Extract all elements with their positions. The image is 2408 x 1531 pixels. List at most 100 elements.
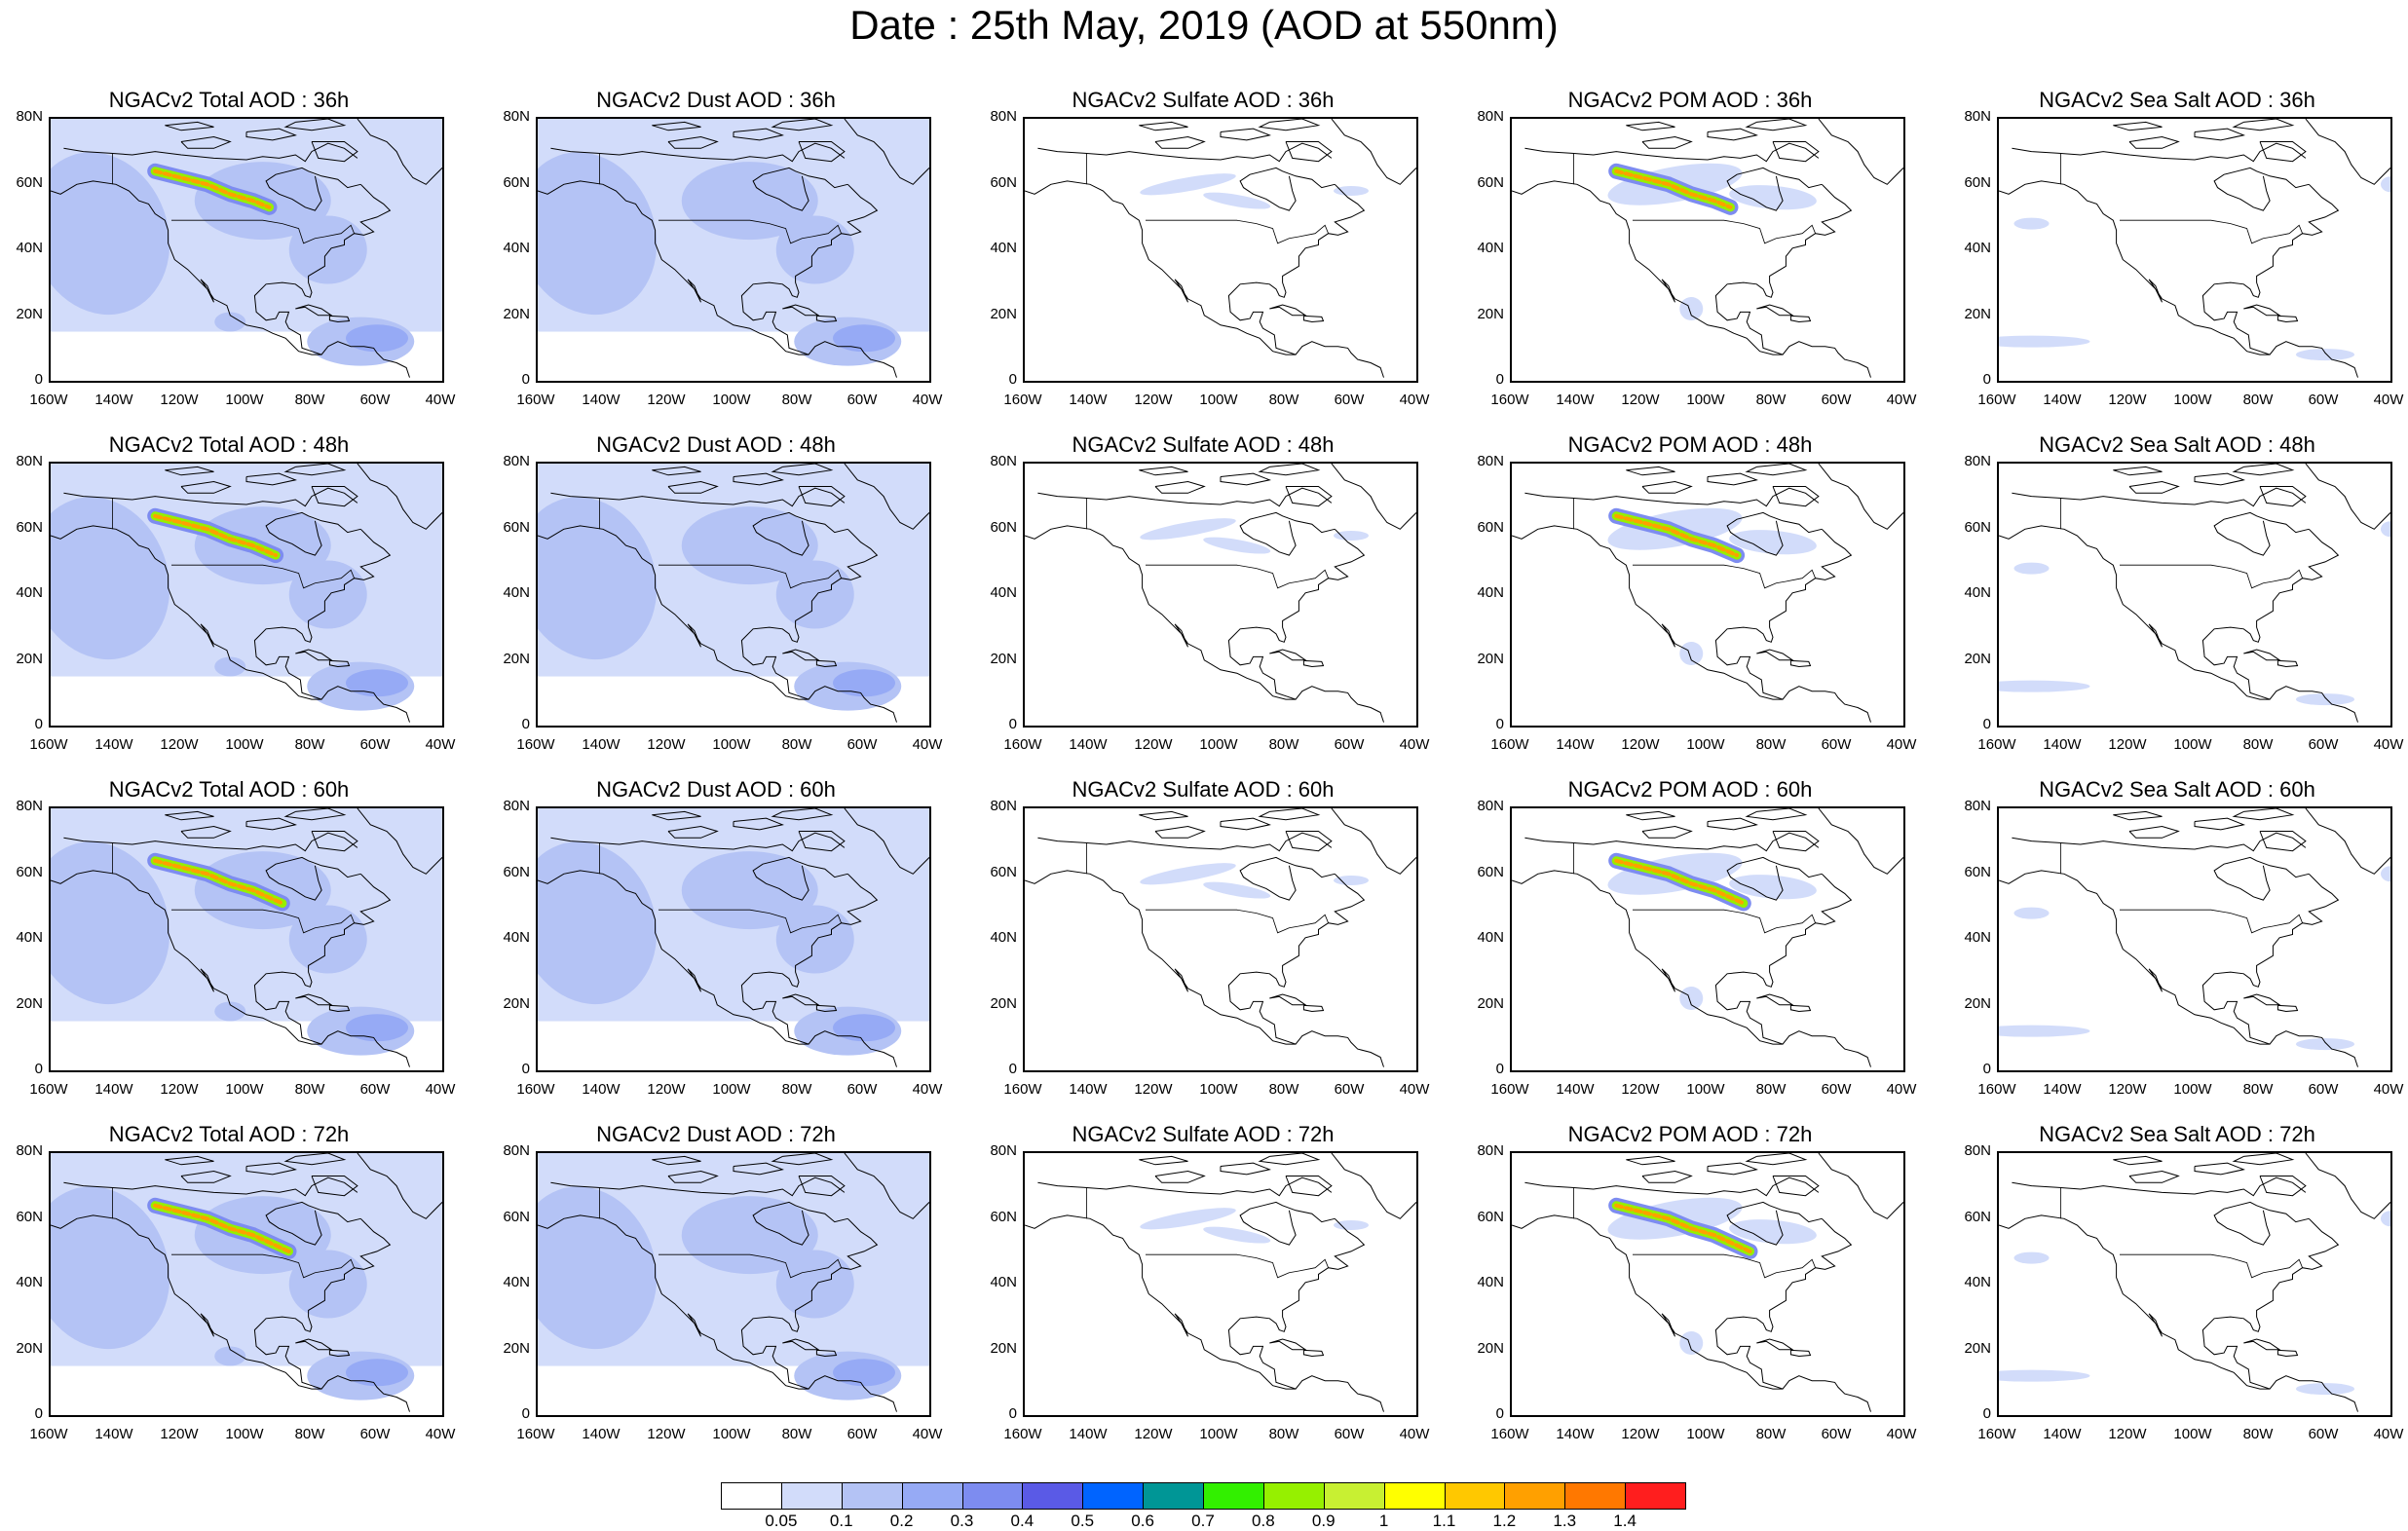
aod-blob xyxy=(346,669,408,697)
lon-tick-label: 120W xyxy=(2108,736,2147,753)
arctic-island xyxy=(1285,486,1333,507)
coastline xyxy=(51,525,410,723)
lon-tick-label: 160W xyxy=(1977,392,2016,408)
aod-blob xyxy=(538,1186,658,1350)
aod-clear-band xyxy=(51,695,286,726)
arctic-island xyxy=(1220,1162,1272,1176)
lat-tick-label: 60N xyxy=(990,518,1017,536)
coastline xyxy=(1037,142,1333,163)
arctic-island xyxy=(165,810,214,821)
lon-tick-label: 100W xyxy=(1686,1081,1725,1098)
us-canada-border xyxy=(1633,1253,1816,1279)
coastline xyxy=(253,1217,392,1390)
coastline xyxy=(253,528,392,700)
aod-blob xyxy=(1203,537,1271,554)
lat-tick-label: 20N xyxy=(1477,1339,1504,1357)
coastline xyxy=(1239,167,1336,211)
coastline xyxy=(2213,1201,2310,1246)
aod-blob xyxy=(214,1346,246,1366)
lon-tick-label: 140W xyxy=(2043,1081,2082,1098)
lat-tick-label: 20N xyxy=(1964,994,1991,1012)
coastlines xyxy=(538,1153,929,1412)
map-panel: NGACv2 Total AOD : 48h 80N 60N 40N 20N 0 160W 1… xyxy=(0,432,455,759)
lat-tick-label: 0 xyxy=(1982,1405,1991,1422)
lon-tick-label: 60W xyxy=(847,1426,878,1442)
coastline xyxy=(1524,1176,1820,1197)
lat-tick-label: 20N xyxy=(16,994,43,1012)
map-panel: NGACv2 Sulfate AOD : 36h 80N 60N 40N 20N 0 160… xyxy=(974,88,1429,414)
arctic-island xyxy=(2232,808,2295,821)
lon-tick-label: 120W xyxy=(160,1426,199,1442)
coastline xyxy=(2012,487,2307,507)
lon-tick-label: 120W xyxy=(2108,1081,2147,1098)
lat-tick-label: 40N xyxy=(16,240,43,256)
coastlines xyxy=(1512,464,1903,723)
arctic-island xyxy=(652,810,701,821)
coastline xyxy=(1331,119,1416,185)
us-canada-border xyxy=(171,909,355,934)
arctic-island xyxy=(1772,831,1820,852)
coastline xyxy=(1302,659,1325,668)
coastline xyxy=(1818,464,1903,530)
coastline xyxy=(815,315,838,323)
coastline xyxy=(63,832,358,852)
us-canada-border xyxy=(1633,219,1816,244)
coastline xyxy=(2243,993,2281,1006)
lon-tick-label: 160W xyxy=(1490,1081,1529,1098)
lat-tick-label: 20N xyxy=(503,650,530,667)
colorbar-label: 1.1 xyxy=(1432,1512,1456,1530)
coastline xyxy=(1818,119,1903,185)
aod-blob xyxy=(1334,875,1369,885)
lat-tick-label: 0 xyxy=(1495,1061,1504,1077)
map-area xyxy=(49,117,444,383)
arctic-island xyxy=(1220,472,1272,486)
map-area xyxy=(1023,462,1418,728)
colorbar-swatch xyxy=(1082,1482,1145,1510)
arctic-island xyxy=(245,1162,298,1176)
lon-tick-label: 60W xyxy=(359,1426,391,1442)
coastline xyxy=(2201,528,2340,700)
arctic-island xyxy=(180,1170,232,1183)
lon-tick-label: 100W xyxy=(1686,392,1725,408)
lat-tick-label: 60N xyxy=(503,1208,530,1225)
map-svg xyxy=(1025,1153,1416,1412)
coastlines xyxy=(1999,808,2390,1067)
aod-blob xyxy=(538,152,658,316)
panel-title: NGACv2 POM AOD : 48h xyxy=(1567,432,1813,457)
arctic-island xyxy=(245,472,298,486)
coastline xyxy=(253,183,392,355)
aod-field xyxy=(1140,518,1369,554)
colorbar-swatch xyxy=(1444,1482,1506,1510)
panel-title: NGACv2 Total AOD : 60h xyxy=(108,777,350,802)
lat-tick-label: 40N xyxy=(1477,584,1504,601)
lon-tick-label: 60W xyxy=(1334,392,1365,408)
aod-blob xyxy=(1729,875,1817,900)
lon-tick-label: 140W xyxy=(1069,1081,1108,1098)
aod-field xyxy=(1999,1211,2390,1396)
colorbar-label: 0.7 xyxy=(1191,1512,1215,1530)
aod-field xyxy=(1607,852,1817,1011)
arctic-island xyxy=(1258,808,1321,821)
lon-tick-label: 140W xyxy=(2043,392,2082,408)
us-canada-border xyxy=(2120,219,2303,244)
lon-tick-label: 60W xyxy=(2308,1081,2339,1098)
lon-tick-label: 100W xyxy=(225,736,264,753)
lat-tick-label: 80N xyxy=(503,1142,530,1159)
coastline xyxy=(550,1176,846,1197)
coastline xyxy=(265,1201,361,1246)
lat-tick-label: 40N xyxy=(1964,584,1991,601)
colorbar-swatch xyxy=(1323,1482,1385,1510)
aod-blob xyxy=(51,497,170,660)
coastline xyxy=(2276,315,2299,323)
arctic-island xyxy=(180,825,232,839)
coastline xyxy=(295,993,333,1006)
arctic-island xyxy=(1258,119,1321,131)
aod-blob xyxy=(1679,987,1704,1011)
lat-tick-label: 20N xyxy=(16,1339,43,1357)
aod-field xyxy=(51,808,442,1070)
coastline xyxy=(844,808,929,875)
map-area xyxy=(1023,1151,1418,1417)
lon-tick-label: 160W xyxy=(29,736,68,753)
lon-tick-label: 120W xyxy=(160,1081,199,1098)
lon-tick-label: 100W xyxy=(712,1426,751,1442)
